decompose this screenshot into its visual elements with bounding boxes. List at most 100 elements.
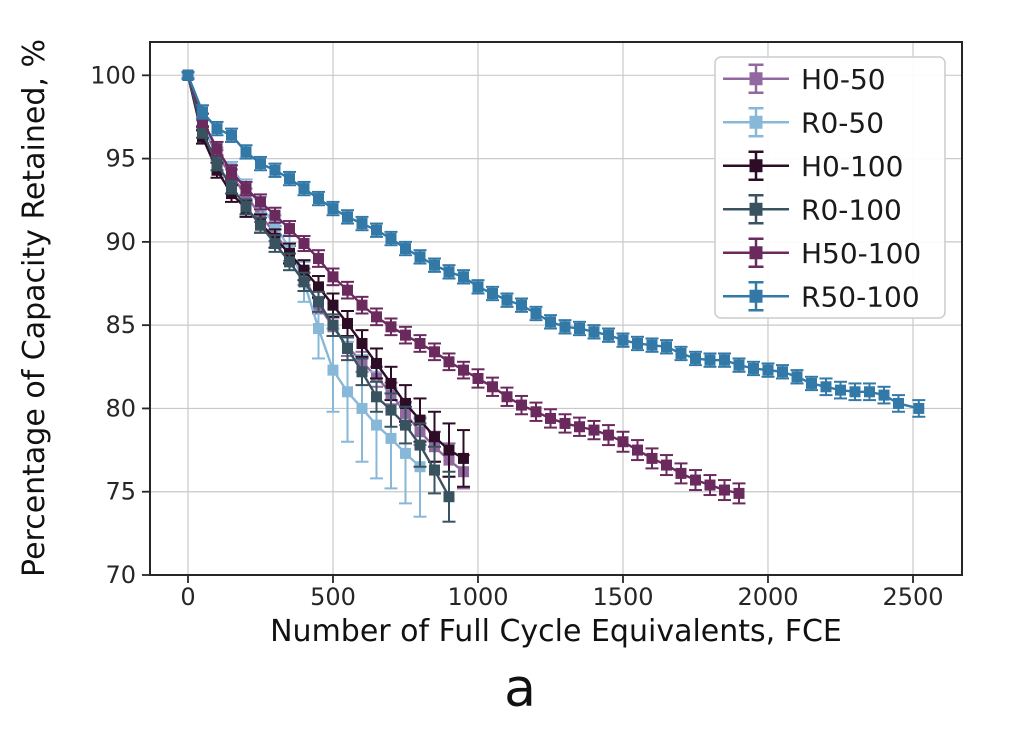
legend-label: R0-50	[801, 106, 884, 139]
data-point	[443, 444, 455, 456]
data-point	[356, 337, 368, 349]
data-point	[486, 381, 498, 393]
data-point	[849, 386, 861, 398]
data-point	[254, 158, 266, 170]
data-point	[805, 377, 817, 389]
data-point	[646, 452, 658, 464]
data-point	[254, 196, 266, 208]
data-point	[631, 337, 643, 349]
data-point	[544, 412, 556, 424]
data-point	[530, 406, 542, 418]
data-point	[341, 386, 353, 398]
data-point	[733, 487, 745, 499]
data-point	[399, 329, 411, 341]
legend-item-R0-50: R0-50	[723, 106, 884, 139]
data-point	[182, 69, 194, 81]
legend-marker	[749, 289, 763, 303]
data-point	[544, 316, 556, 328]
data-point	[428, 431, 440, 443]
data-point	[225, 166, 237, 178]
data-point	[356, 402, 368, 414]
data-point	[385, 432, 397, 444]
data-point	[312, 193, 324, 205]
legend-item-H0-100: H0-100	[723, 150, 903, 183]
data-point	[269, 219, 281, 231]
chart-generated-content: 0 500 1000 1500 2000 2500 70 75 80 85 90 95 100 H0-50…	[90, 41, 963, 611]
y-tick-label: 100	[90, 61, 136, 89]
data-point	[269, 209, 281, 221]
legend-label: R0-100	[801, 193, 902, 226]
x-tick-label: 2000	[737, 583, 798, 611]
data-point	[211, 158, 223, 170]
data-point	[327, 299, 339, 311]
data-point	[602, 329, 614, 341]
data-point	[283, 223, 295, 235]
legend-marker	[749, 246, 763, 260]
data-point	[617, 334, 629, 346]
data-point	[718, 354, 730, 366]
data-point	[399, 447, 411, 459]
x-tick-label: 0	[180, 583, 195, 611]
data-point	[399, 397, 411, 409]
data-point	[341, 317, 353, 329]
data-point	[878, 389, 890, 401]
data-point	[370, 419, 382, 431]
legend-item-R0-100: R0-100	[723, 193, 902, 226]
data-point	[341, 211, 353, 223]
data-point	[370, 357, 382, 369]
data-point	[515, 399, 527, 411]
data-point	[225, 181, 237, 193]
data-point	[762, 364, 774, 376]
data-point	[211, 143, 223, 155]
data-point	[617, 436, 629, 448]
data-point	[385, 321, 397, 333]
data-point	[457, 452, 469, 464]
data-point	[327, 319, 339, 331]
data-point	[820, 381, 832, 393]
data-point	[472, 281, 484, 293]
data-point	[240, 201, 252, 213]
data-point	[385, 377, 397, 389]
data-point	[718, 484, 730, 496]
plot-border	[149, 41, 963, 576]
data-point	[356, 299, 368, 311]
data-point	[298, 276, 310, 288]
data-point	[689, 352, 701, 364]
legend-marker	[749, 72, 763, 86]
data-point	[443, 356, 455, 368]
data-point	[225, 129, 237, 141]
data-point	[283, 173, 295, 185]
x-tick-label: 1500	[592, 583, 653, 611]
x-tick-label: 1000	[447, 583, 508, 611]
data-point	[457, 364, 469, 376]
data-point	[196, 106, 208, 118]
data-point	[327, 364, 339, 376]
legend-marker	[749, 159, 763, 173]
x-tick-label: 2500	[882, 583, 943, 611]
data-point	[559, 321, 571, 333]
data-point	[631, 444, 643, 456]
data-point	[356, 366, 368, 378]
data-point	[457, 271, 469, 283]
data-point	[385, 233, 397, 245]
data-point	[414, 439, 426, 451]
data-point	[283, 256, 295, 268]
data-point	[211, 123, 223, 135]
legend-item-H50-100: H50-100	[723, 237, 921, 270]
y-tick-label: 70	[105, 561, 136, 589]
legend-label: H0-50	[801, 63, 886, 96]
data-point	[399, 419, 411, 431]
data-point	[370, 224, 382, 236]
y-tick-label: 85	[105, 311, 136, 339]
legend: H0-50 R0-50 H0-100 R0-100 H50-100 R50-100	[714, 56, 946, 319]
legend-label: R50-100	[801, 280, 920, 313]
data-point	[834, 384, 846, 396]
data-point	[428, 464, 440, 476]
y-tick-label: 75	[105, 478, 136, 506]
data-point	[414, 414, 426, 426]
data-point	[660, 341, 672, 353]
legend-marker	[749, 202, 763, 216]
y-axis-label: Percentage of Capacity Retained, %	[17, 39, 52, 577]
data-point	[573, 322, 585, 334]
